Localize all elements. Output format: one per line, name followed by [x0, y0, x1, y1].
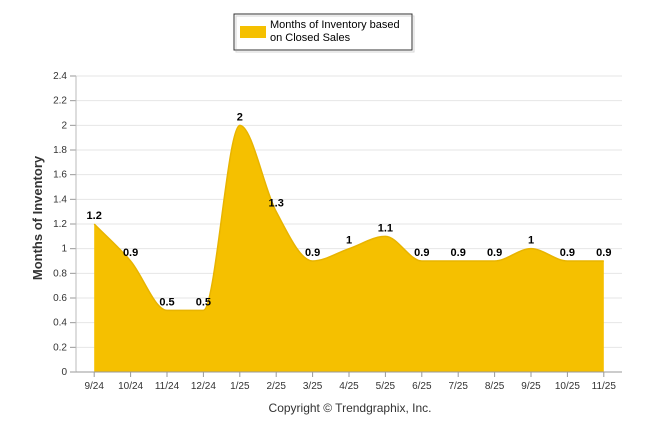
- data-label: 0.9: [451, 247, 466, 259]
- data-label: 0.9: [560, 247, 575, 259]
- x-tick-label: 5/25: [376, 381, 396, 392]
- data-label: 0.5: [196, 296, 211, 308]
- data-label: 2: [237, 111, 243, 123]
- data-label: 0.9: [596, 247, 611, 259]
- y-tick-label: 0.2: [53, 342, 67, 353]
- data-label: 0.9: [123, 247, 138, 259]
- y-tick-labels: 0 0.2 0.4 0.6 0.8 1 1.2 1.4 1.6 1.8 2 2.2 2.4: [53, 71, 67, 378]
- x-tick-label: 2/25: [266, 381, 286, 392]
- legend-shadow: [235, 15, 415, 53]
- x-tick-label: 12/24: [191, 381, 216, 392]
- legend-swatch: [240, 26, 266, 38]
- x-tick-label: 8/25: [485, 381, 505, 392]
- x-tick-label: 11/24: [155, 381, 180, 392]
- y-tick-label: 0.6: [53, 293, 67, 304]
- x-tick-label: 10/24: [118, 381, 143, 392]
- data-label: 1.3: [269, 198, 284, 210]
- y-tick-label: 2.2: [53, 96, 67, 107]
- data-label: 0.9: [487, 247, 502, 259]
- x-tick-label: 1/25: [230, 381, 250, 392]
- area-series: [93, 124, 604, 372]
- x-tick-label: 10/25: [555, 381, 580, 392]
- data-label: 0.5: [159, 296, 174, 308]
- data-label: 0.9: [305, 247, 320, 259]
- x-tick-label: 4/25: [339, 381, 359, 392]
- y-axis-title: Months of Inventory: [30, 155, 45, 280]
- y-tick-label: 1.8: [53, 145, 67, 156]
- data-labels: 1.2 0.9 0.5 0.5 2 1.3 0.9 1 1.1 0.9 0.9 0.9 1 0.9 0.9: [87, 111, 612, 308]
- data-label: 1.1: [378, 222, 393, 234]
- series-line: [93, 124, 604, 312]
- legend: Months of Inventory based on Closed Sale…: [233, 13, 415, 53]
- y-tick-label: 0.8: [53, 268, 67, 279]
- y-tick-label: 2.4: [53, 71, 67, 82]
- legend-label-line1: Months of Inventory based: [270, 19, 400, 31]
- copyright-footer: Copyright © Trendgraphix, Inc.: [269, 401, 432, 415]
- y-tick-label: 1.6: [53, 170, 67, 181]
- y-tick-label: 2: [61, 120, 67, 131]
- x-tick-labels: 9/24 10/24 11/24 12/24 1/25 2/25 3/25 4/25 5/25 6…: [84, 372, 616, 392]
- y-tick-label: 0: [61, 367, 67, 378]
- y-tick-label: 1: [61, 244, 67, 255]
- x-tick-label: 11/25: [592, 381, 617, 392]
- y-tick-label: 1.4: [53, 194, 67, 205]
- x-tick-label: 7/25: [448, 381, 468, 392]
- x-tick-label: 9/24: [84, 381, 104, 392]
- data-label: 1: [346, 235, 352, 247]
- legend-label-line2: on Closed Sales: [270, 32, 351, 44]
- y-tick-label: 1.2: [53, 219, 67, 230]
- y-tick-label: 0.4: [53, 318, 67, 329]
- data-label: 0.9: [414, 247, 429, 259]
- area-fill: [94, 125, 604, 372]
- data-label: 1.2: [87, 210, 102, 222]
- x-tick-label: 9/25: [521, 381, 541, 392]
- x-tick-label: 3/25: [303, 381, 323, 392]
- x-tick-label: 6/25: [412, 381, 432, 392]
- data-label: 1: [528, 235, 534, 247]
